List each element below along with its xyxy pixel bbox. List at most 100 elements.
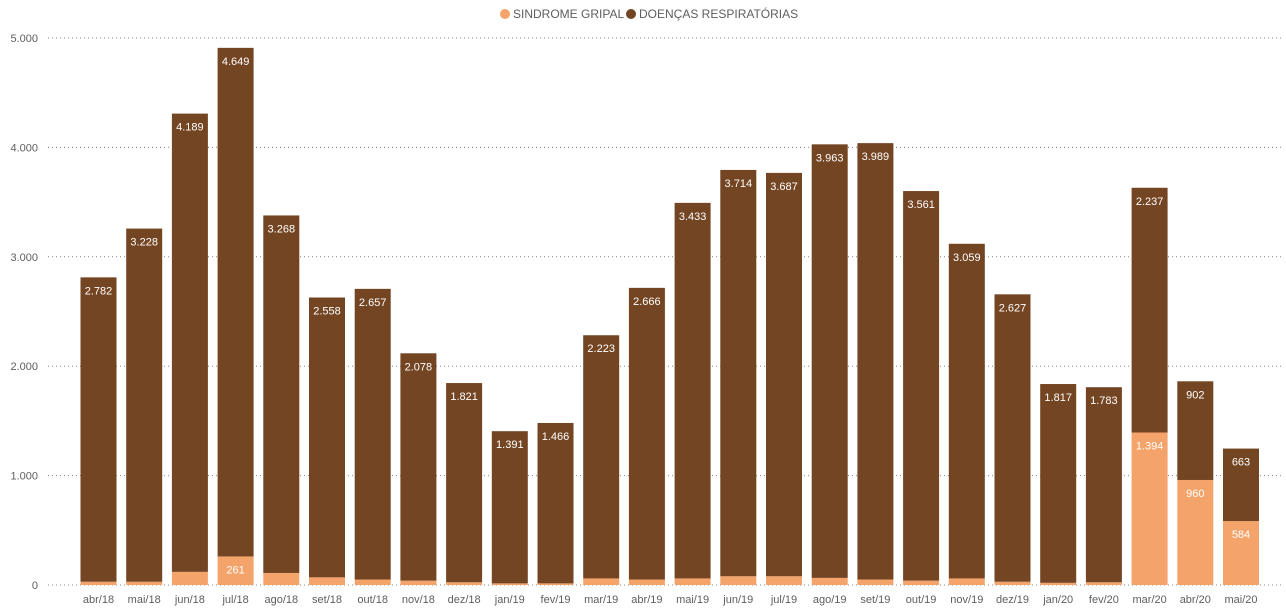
bar-doencas-respiratorias[interactable]	[674, 202, 711, 579]
bar-doencas-respiratorias[interactable]	[400, 353, 437, 581]
legend: SINDROME GRIPAL DOENÇAS RESPIRATÓRIAS	[500, 6, 798, 21]
bar-sindrome-gripal[interactable]	[400, 580, 437, 585]
bar-doencas-respiratorias[interactable]	[1223, 448, 1259, 522]
legend-label[interactable]: DOENÇAS RESPIRATÓRIAS	[639, 6, 798, 21]
bar-doencas-respiratorias[interactable]	[628, 287, 665, 580]
bar-sindrome-gripal[interactable]	[994, 581, 1031, 585]
bar-doencas-respiratorias[interactable]	[491, 431, 528, 584]
bar-sindrome-gripal[interactable]	[1177, 479, 1214, 585]
data-label-doencas: 3.228	[130, 237, 158, 249]
data-label-doencas: 3.561	[907, 199, 935, 211]
y-tick-label: 4.000	[10, 142, 38, 154]
x-tick-label: jul/18	[221, 594, 248, 606]
y-tick-label: 0	[32, 580, 38, 592]
bar-doencas-respiratorias[interactable]	[171, 113, 208, 572]
data-label-sindrome: 1.394	[1136, 440, 1164, 452]
data-label-doencas: 4.649	[222, 56, 250, 68]
bar-sindrome-gripal[interactable]	[857, 579, 894, 585]
data-label-doencas: 1.466	[542, 431, 570, 443]
bar-sindrome-gripal[interactable]	[1085, 582, 1122, 585]
bar-doencas-respiratorias[interactable]	[1177, 381, 1214, 480]
x-tick-label: out/19	[906, 594, 937, 606]
x-tick-label: abr/18	[83, 594, 114, 606]
bar-sindrome-gripal[interactable]	[674, 578, 711, 585]
data-label-doencas: 2.666	[633, 296, 661, 308]
data-label-doencas: 1.821	[450, 391, 478, 403]
bar-doencas-respiratorias[interactable]	[766, 172, 802, 577]
data-label-sindrome: 261	[226, 564, 244, 576]
data-labels: 2.782 3.228 4.189 4.649 261 3.268 2.558 2.657 2.…	[85, 56, 1250, 577]
x-tick-label: ago/19	[813, 594, 847, 606]
bar-doencas-respiratorias[interactable]	[948, 243, 985, 579]
bar-sindrome-gripal[interactable]	[80, 581, 117, 585]
bar-doencas-respiratorias[interactable]	[1085, 387, 1122, 583]
bar-sindrome-gripal[interactable]	[766, 576, 802, 585]
bar-sindrome-gripal[interactable]	[1131, 432, 1168, 585]
bar-sindrome-gripal[interactable]	[537, 583, 574, 585]
data-label-doencas: 2.657	[359, 297, 387, 309]
x-tick-label: ago/18	[264, 594, 298, 606]
bar-doencas-respiratorias[interactable]	[263, 215, 300, 573]
x-tick-label: nov/18	[402, 594, 435, 606]
data-label-doencas: 2.223	[587, 343, 615, 355]
bar-sindrome-gripal[interactable]	[1223, 521, 1259, 585]
x-tick-label: dez/18	[448, 594, 481, 606]
data-label-doencas: 3.268	[268, 223, 296, 235]
bars	[80, 47, 1259, 585]
bar-sindrome-gripal[interactable]	[309, 577, 345, 585]
bar-sindrome-gripal[interactable]	[171, 571, 208, 585]
bar-doencas-respiratorias[interactable]	[446, 383, 483, 583]
bar-sindrome-gripal[interactable]	[217, 556, 254, 585]
bar-doencas-respiratorias[interactable]	[994, 294, 1031, 582]
x-tick-label: abr/19	[631, 594, 662, 606]
bar-sindrome-gripal[interactable]	[354, 579, 391, 585]
y-tick-label: 2.000	[10, 361, 38, 373]
bar-sindrome-gripal[interactable]	[126, 581, 163, 585]
bar-doencas-respiratorias[interactable]	[309, 297, 345, 578]
data-label-doencas: 1.391	[496, 439, 524, 451]
bar-sindrome-gripal[interactable]	[1040, 582, 1077, 585]
data-label-doencas: 1.783	[1090, 395, 1118, 407]
legend-swatch	[500, 9, 510, 19]
data-label-doencas: 902	[1186, 389, 1204, 401]
bar-sindrome-gripal[interactable]	[811, 577, 848, 585]
bar-doencas-respiratorias[interactable]	[126, 228, 163, 582]
y-tick-label: 1.000	[10, 471, 38, 483]
bar-sindrome-gripal[interactable]	[263, 572, 300, 585]
bar-doencas-respiratorias[interactable]	[857, 143, 894, 580]
data-label-doencas: 3.963	[816, 152, 844, 164]
bar-doencas-respiratorias[interactable]	[354, 288, 391, 580]
bar-doencas-respiratorias[interactable]	[583, 335, 620, 579]
bar-doencas-respiratorias[interactable]	[811, 144, 848, 578]
data-label-doencas: 4.189	[176, 122, 204, 134]
x-tick-label: mar/19	[584, 594, 618, 606]
x-tick-label: set/18	[312, 594, 342, 606]
y-tick-label: 3.000	[10, 252, 38, 264]
bar-sindrome-gripal[interactable]	[628, 579, 665, 585]
x-tick-label: out/18	[357, 594, 388, 606]
bar-sindrome-gripal[interactable]	[948, 578, 985, 585]
x-tick-label: mai/20	[1224, 594, 1257, 606]
data-label-doencas: 2.782	[85, 285, 113, 297]
legend-label[interactable]: SINDROME GRIPAL	[513, 7, 624, 21]
y-axis: 0 1.000 2.000 3.000 4.000 5.000	[10, 33, 38, 592]
x-tick-label: jul/19	[770, 594, 797, 606]
bar-doencas-respiratorias[interactable]	[80, 277, 117, 582]
bar-sindrome-gripal[interactable]	[583, 578, 620, 585]
bar-sindrome-gripal[interactable]	[491, 583, 528, 585]
bar-sindrome-gripal[interactable]	[720, 576, 757, 585]
data-label-doencas: 3.059	[953, 252, 981, 264]
data-label-doencas: 663	[1232, 457, 1250, 469]
data-label-doencas: 2.078	[405, 361, 433, 373]
bar-doencas-respiratorias[interactable]	[217, 47, 254, 557]
data-label-doencas: 3.687	[770, 181, 798, 193]
bar-doencas-respiratorias[interactable]	[537, 422, 574, 584]
bar-sindrome-gripal[interactable]	[446, 582, 483, 585]
bar-sindrome-gripal[interactable]	[903, 580, 940, 585]
bar-doencas-respiratorias[interactable]	[1040, 384, 1077, 583]
bar-doencas-respiratorias[interactable]	[1131, 187, 1168, 433]
bar-doencas-respiratorias[interactable]	[903, 191, 940, 581]
x-tick-label: nov/19	[950, 594, 983, 606]
y-tick-label: 5.000	[10, 33, 38, 45]
bar-doencas-respiratorias[interactable]	[720, 169, 757, 577]
